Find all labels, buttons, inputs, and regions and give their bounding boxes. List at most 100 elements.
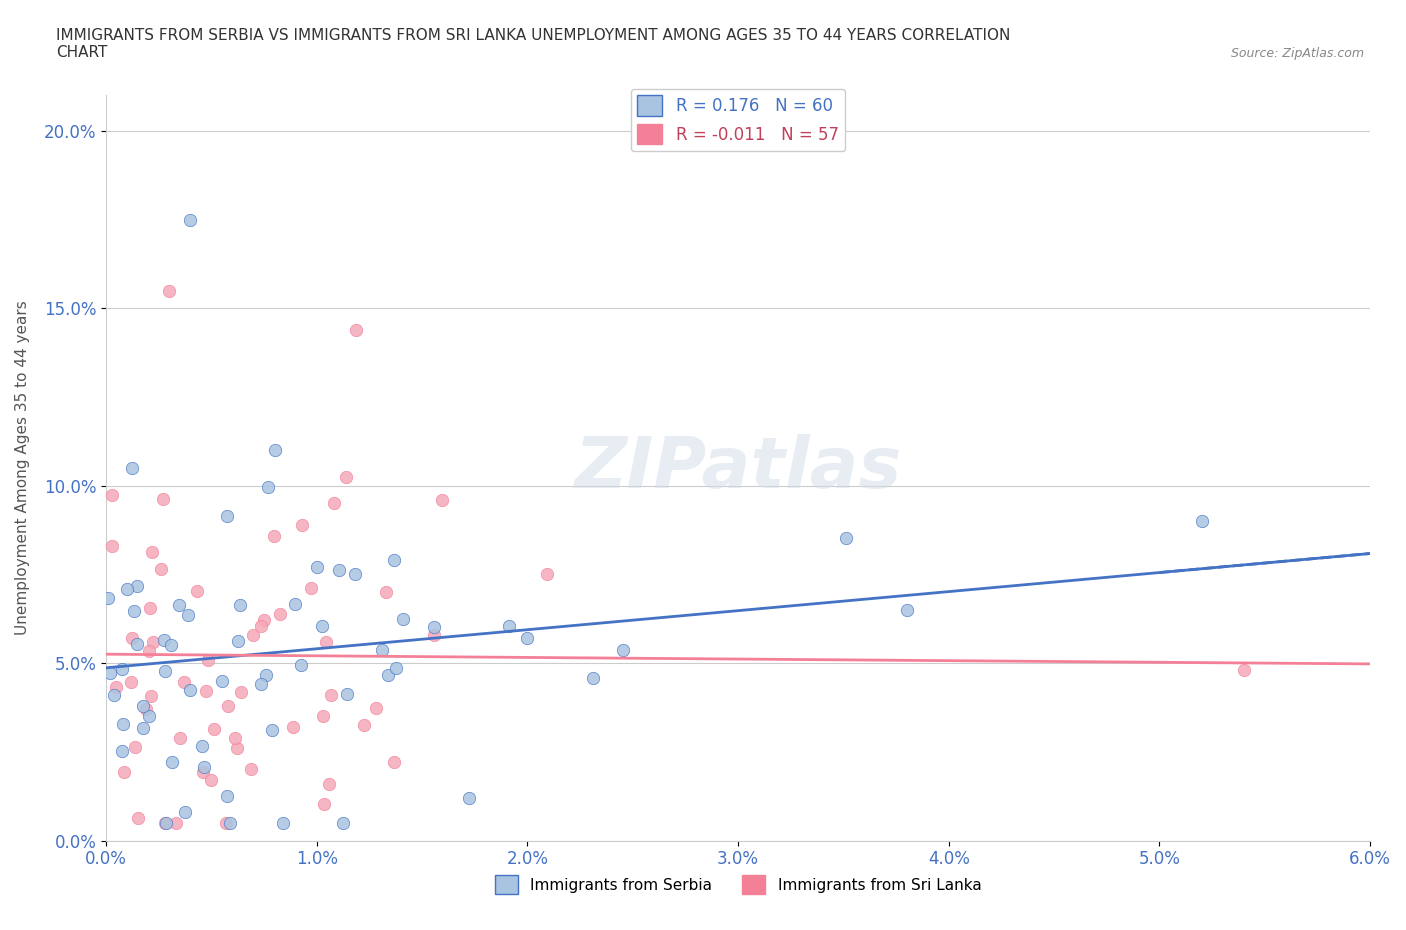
Point [240,762,263,777]
Point [179,683,201,698]
Point [142,634,165,649]
Point [121,460,143,475]
Point [202,722,225,737]
Point [375,585,398,600]
Point [122,604,145,618]
Point [195,684,218,698]
Point [124,739,146,754]
Point [281,719,304,734]
Point [211,674,233,689]
Point [290,518,312,533]
Point [152,492,174,507]
Point [177,607,200,622]
Point [200,773,222,788]
Point [120,675,142,690]
Point [328,563,350,578]
Point [173,675,195,690]
Point [458,790,481,805]
Point [98,665,121,680]
Point [115,582,138,597]
Point [322,496,344,511]
Point [257,480,280,495]
Point [103,688,125,703]
Point [364,700,387,715]
Point [111,743,134,758]
Point [139,601,162,616]
Point [127,811,149,826]
Point [135,701,157,716]
Point [260,723,283,737]
Point [336,687,359,702]
Text: IMMIGRANTS FROM SERBIA VS IMMIGRANTS FROM SRI LANKA UNEMPLOYMENT AMONG AGES 35 T: IMMIGRANTS FROM SERBIA VS IMMIGRANTS FRO… [56,28,1011,60]
Point [422,628,444,643]
Point [105,680,128,695]
Point [138,644,160,658]
Point [582,671,605,685]
Point [153,633,176,648]
Point [321,687,343,702]
Point [332,816,354,830]
Point [896,603,918,618]
Point [186,583,208,598]
Point [149,562,172,577]
Point [167,598,190,613]
Point [1191,514,1213,529]
Point [191,738,214,753]
Point [516,631,538,645]
Point [125,637,148,652]
Point [299,580,322,595]
Legend: R = 0.176   N = 60, R = -0.011   N = 57: R = 0.176 N = 60, R = -0.011 N = 57 [631,88,845,152]
Point [385,660,408,675]
Point [318,777,340,791]
Point [271,816,294,830]
Point [157,283,180,298]
Point [100,487,122,502]
Point [169,730,191,745]
Point [315,635,337,650]
Point [422,619,444,634]
Point [536,566,558,581]
Text: ZIPatlas: ZIPatlas [575,433,901,502]
Point [160,638,183,653]
Point [112,764,135,779]
Point [226,633,249,648]
Point [132,720,155,735]
Point [215,816,238,830]
Point [269,606,291,621]
Point [165,816,187,830]
Point [284,596,307,611]
Y-axis label: Unemployment Among Ages 35 to 44 years: Unemployment Among Ages 35 to 44 years [15,300,30,635]
Point [197,653,219,668]
Point [127,578,149,593]
Point [250,618,273,633]
Point [141,688,163,703]
Point [224,731,246,746]
Point [312,709,335,724]
Point [219,816,242,830]
Point [344,323,367,338]
Point [217,789,239,804]
Point [193,760,215,775]
Point [162,754,184,769]
Point [217,508,239,523]
Point [307,560,329,575]
Point [263,529,285,544]
Point [191,764,214,779]
Point [253,613,276,628]
Point [612,642,634,657]
Point [371,643,394,658]
Point [173,804,195,819]
Point [111,716,134,731]
Point [155,663,177,678]
Point [392,611,415,626]
Point [353,718,375,733]
Point [229,598,252,613]
Point [111,662,134,677]
Point [179,212,201,227]
Point [141,545,163,560]
Point [121,631,143,645]
Point [835,531,858,546]
Point [311,618,333,633]
Point [384,552,406,567]
Point [264,443,287,458]
